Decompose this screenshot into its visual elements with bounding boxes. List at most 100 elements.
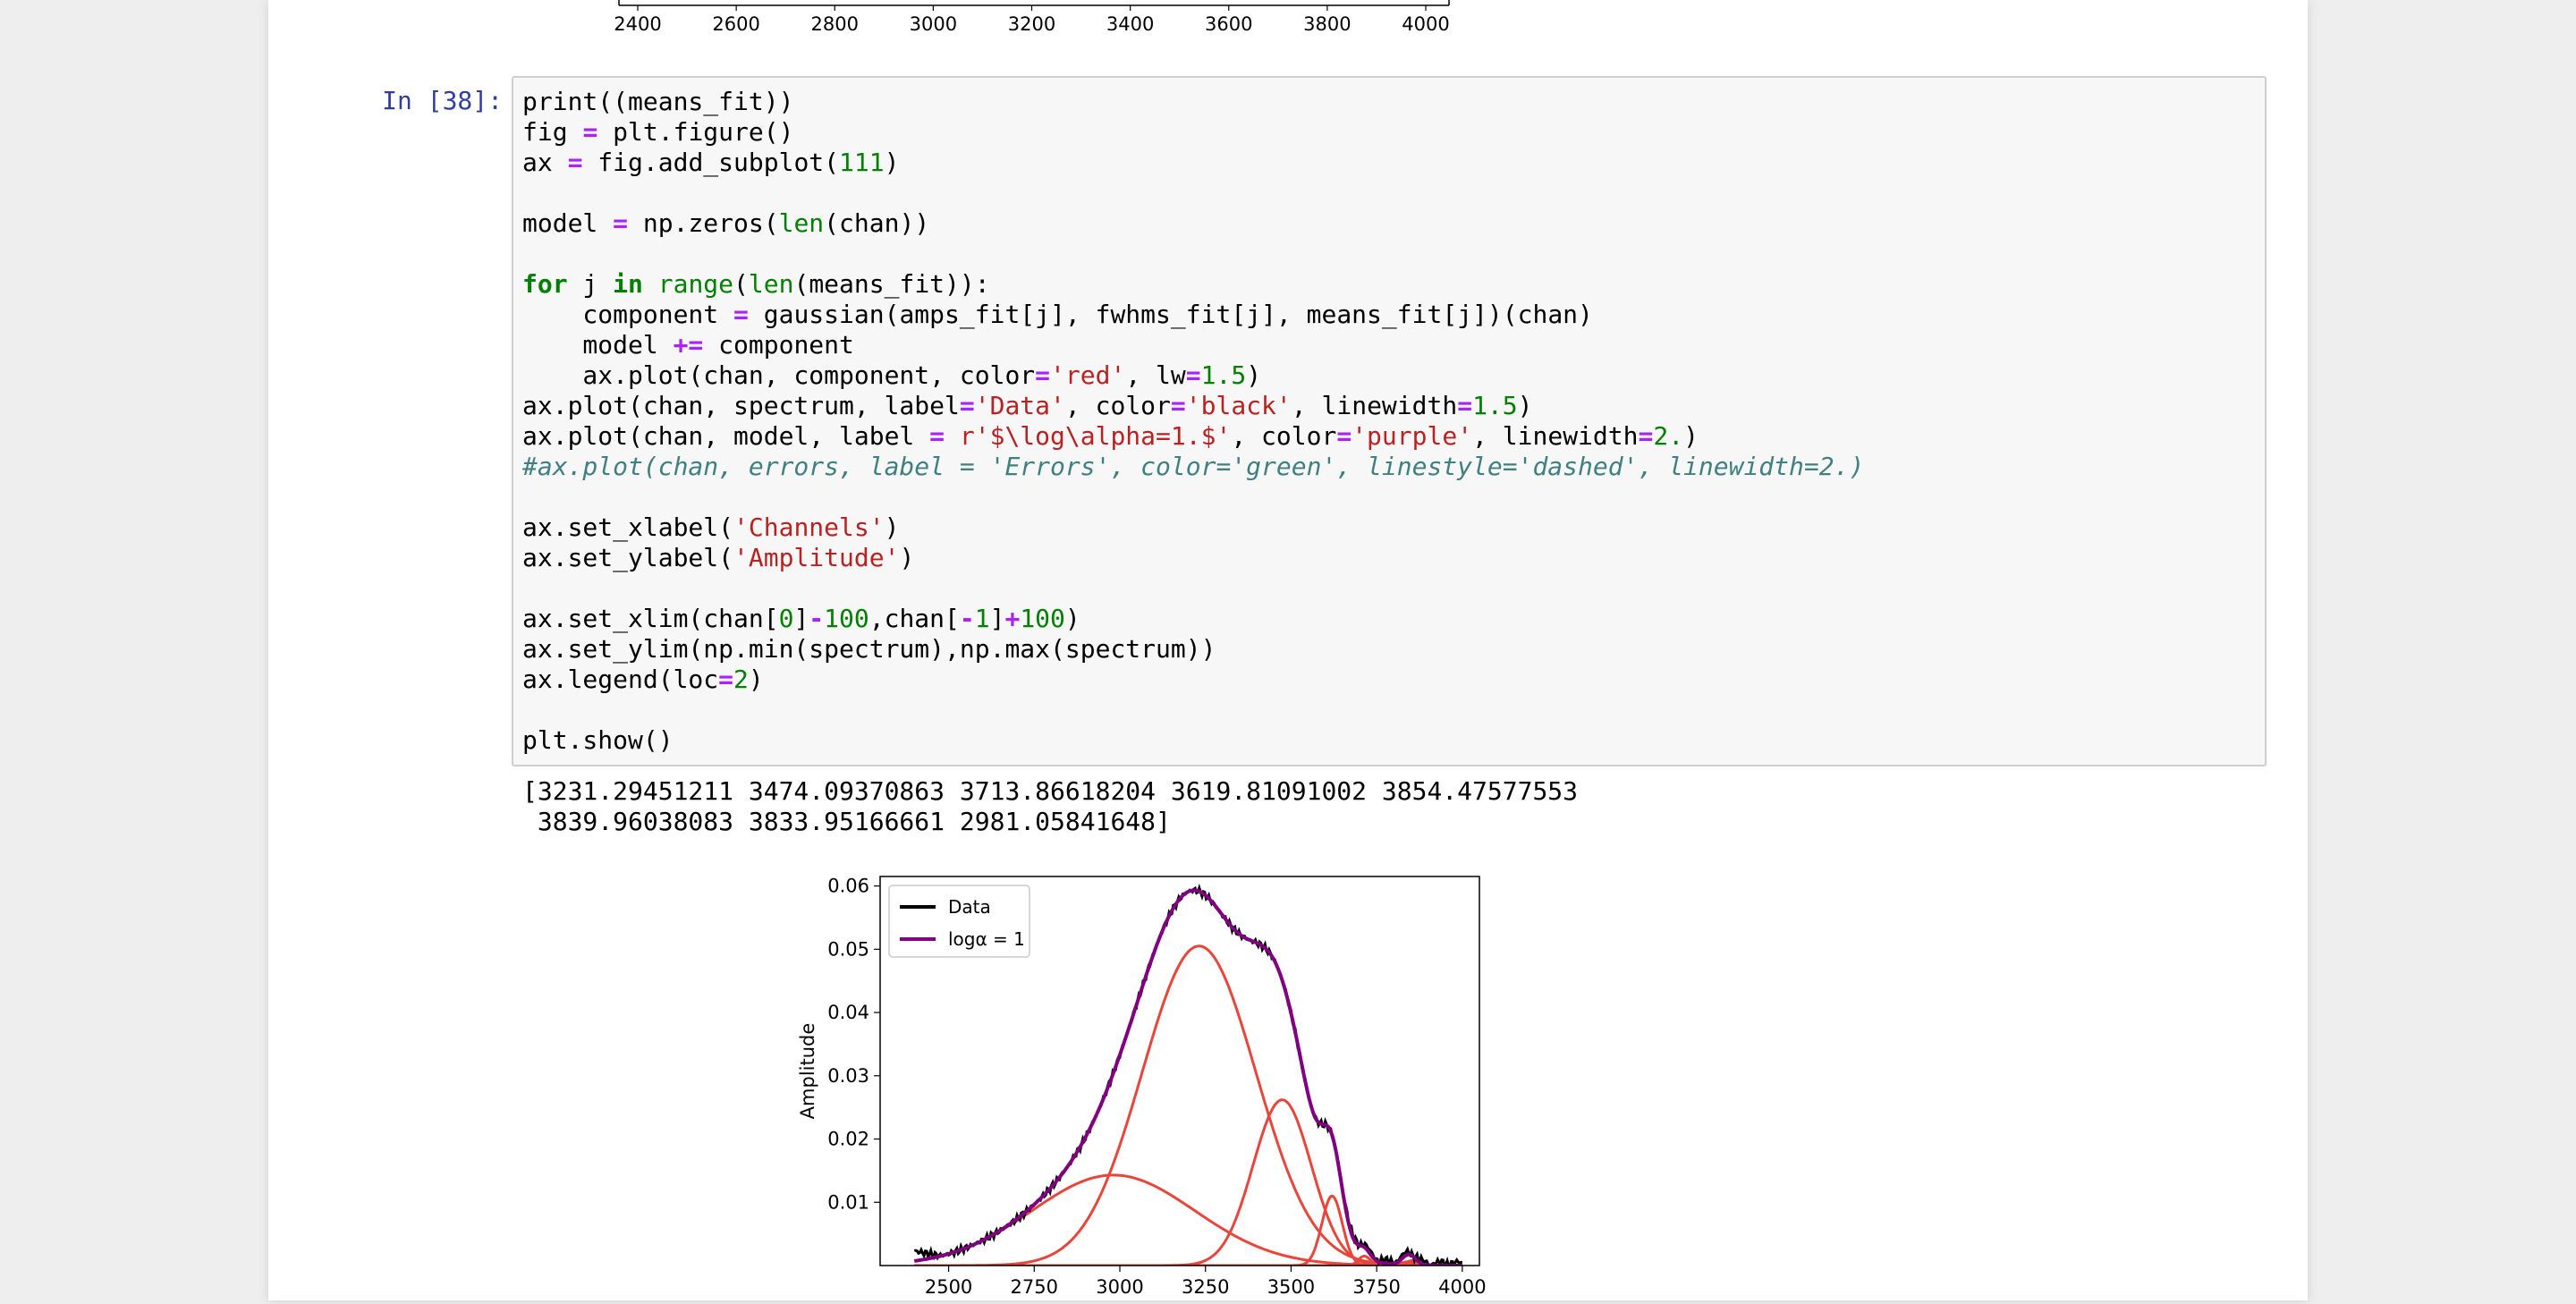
code-editor[interactable]: print((means_fit)) fig = plt.figure() ax =… xyxy=(522,87,1864,756)
code-token: 0 xyxy=(778,604,794,633)
code-token: ax.set_ylabel( xyxy=(522,543,734,572)
x-axis-tick-label: 3500 xyxy=(1267,1276,1315,1298)
code-token: = xyxy=(718,665,734,694)
code-token xyxy=(945,421,960,451)
cell-prompt: In [38]: xyxy=(382,86,503,115)
code-token: gaussian(amps_fit[j], fwhms_fit[j], mean… xyxy=(748,300,1593,329)
previous-plot-axis-svg: 2400 2600 2800 3000 3200 3400 3600 3800 4000 xyxy=(614,0,1450,35)
code-token: plt.figure() xyxy=(597,117,794,147)
prev-axis-tick-label: 3000 xyxy=(910,13,957,35)
prev-axis-tick-label: 3800 xyxy=(1303,13,1351,35)
code-line: ax.legend(loc=2) xyxy=(522,665,1864,695)
code-token: range xyxy=(657,269,734,299)
prev-axis-tick-label: 2800 xyxy=(811,13,859,35)
code-token: ] xyxy=(793,604,809,633)
code-line: ax.set_ylabel('Amplitude') xyxy=(522,543,1864,573)
code-line: component = gaussian(amps_fit[j], fwhms_… xyxy=(522,300,1864,330)
x-axis-tick-label: 2750 xyxy=(1011,1276,1058,1298)
code-token: = xyxy=(1035,360,1051,390)
prev-axis-tick-label: 2600 xyxy=(712,13,759,35)
model-series-line xyxy=(914,888,1462,1266)
code-line: ax.plot(chan, spectrum, label='Data', co… xyxy=(522,391,1864,421)
output-figure: 2500 2750 3000 3250 3500 3750 4000 0.01 0.02 0.03… xyxy=(522,859,1488,1300)
code-token: component xyxy=(703,330,854,360)
y-axis-tick-label: 0.01 xyxy=(827,1191,869,1213)
previous-plot-x-axis: 2400 2600 2800 3000 3200 3400 3600 3800 4000 xyxy=(590,0,1467,54)
matplotlib-chart: 2500 2750 3000 3250 3500 3750 4000 0.01 0.02 0.03… xyxy=(797,876,1487,1298)
legend-label: Data xyxy=(948,896,991,918)
prev-axis-tick-label: 3600 xyxy=(1205,13,1252,35)
code-token: 'Channels' xyxy=(733,512,885,542)
code-token: ax xyxy=(522,148,568,177)
code-line: fig = plt.figure() xyxy=(522,117,1864,148)
code-token: - xyxy=(809,604,825,633)
code-token: 1.5 xyxy=(1472,391,1518,420)
code-token: for xyxy=(522,269,568,299)
code-token: plt.show() xyxy=(522,725,674,755)
code-token xyxy=(643,269,658,299)
code-token: ax.plot(chan, model, label xyxy=(522,421,930,451)
code-token: model xyxy=(522,208,614,238)
code-token: r'$\log\alpha=1.$' xyxy=(959,421,1232,451)
code-token: ) xyxy=(884,512,900,542)
code-token: - xyxy=(959,604,975,633)
code-token: 2. xyxy=(1653,421,1684,451)
code-token: , linewidth xyxy=(1472,421,1639,451)
x-axis-tick-label: 3750 xyxy=(1352,1276,1400,1298)
code-line: ax.set_xlim(chan[0]-100,chan[-1]+100) xyxy=(522,604,1864,634)
code-token: in xyxy=(613,269,643,299)
code-line xyxy=(522,178,1864,208)
code-token: + xyxy=(1004,604,1021,633)
code-token: 'red' xyxy=(1050,360,1126,390)
code-line: #ax.plot(chan, errors, label = 'Errors',… xyxy=(522,452,1864,482)
code-token: = xyxy=(1170,391,1186,420)
code-token: len xyxy=(748,269,794,299)
y-axis-tick-label: 0.04 xyxy=(827,1002,869,1023)
notebook-page: 2400 2600 2800 3000 3200 3400 3600 3800 4000 In … xyxy=(268,0,2308,1300)
code-line: print((means_fit)) xyxy=(522,87,1864,117)
code-token: ] xyxy=(989,604,1005,633)
code-token: ) xyxy=(1683,421,1699,451)
code-line xyxy=(522,573,1864,604)
code-token: , lw xyxy=(1125,360,1186,390)
code-token: 'purple' xyxy=(1352,421,1473,451)
x-axis-tick-label: 3000 xyxy=(1096,1276,1143,1298)
code-line: ax.set_xlabel('Channels') xyxy=(522,512,1864,543)
code-token: 'Amplitude' xyxy=(733,543,900,572)
code-token: print((means_fit)) xyxy=(522,87,794,116)
prev-axis-tick-label: 4000 xyxy=(1402,13,1449,35)
code-token: ) xyxy=(884,148,900,177)
code-token: = xyxy=(1457,391,1473,420)
code-token: 1.5 xyxy=(1200,360,1247,390)
code-token: ax.set_ylim(np.min(spectrum),np.max(spec… xyxy=(522,634,1216,664)
code-token: np.zeros( xyxy=(628,208,779,238)
code-token: ax.plot(chan, spectrum, label xyxy=(522,391,960,420)
code-line: ax.set_ylim(np.min(spectrum),np.max(spec… xyxy=(522,634,1864,665)
stdout-line: 3839.96038083 3833.95166661 2981.0584164… xyxy=(522,807,1171,836)
code-token: fig.add_subplot( xyxy=(582,148,840,177)
gaussian-component-line xyxy=(914,1255,1462,1266)
code-token: = xyxy=(959,391,975,420)
y-axis-tick-label: 0.06 xyxy=(827,876,869,897)
code-token: #ax.plot(chan, errors, label = 'Errors',… xyxy=(522,452,1865,481)
prev-axis-tick-label: 2400 xyxy=(614,13,661,35)
code-cell-input[interactable]: print((means_fit)) fig = plt.figure() ax =… xyxy=(512,76,2267,766)
code-line: for j in range(len(means_fit)): xyxy=(522,269,1864,300)
code-token: , color xyxy=(1231,421,1337,451)
code-token: (chan)) xyxy=(824,208,930,238)
code-token: = xyxy=(613,208,629,238)
plot-frame xyxy=(879,876,1480,1266)
x-axis-tick-label: 2500 xyxy=(925,1276,972,1298)
code-token: 100 xyxy=(824,604,869,633)
code-token: 'black' xyxy=(1185,391,1292,420)
x-axis-tick-label: 4000 xyxy=(1438,1276,1486,1298)
code-line xyxy=(522,482,1864,512)
code-token: 2 xyxy=(733,665,749,694)
code-token: ax.set_xlabel( xyxy=(522,512,734,542)
code-token: (means_fit)): xyxy=(793,269,990,299)
code-token: ax.legend(loc xyxy=(522,665,719,694)
code-line xyxy=(522,695,1864,725)
code-line: ax.plot(chan, model, label = r'$\log\alp… xyxy=(522,421,1864,452)
code-line: plt.show() xyxy=(522,725,1864,756)
stdout-line: [3231.29451211 3474.09370863 3713.866182… xyxy=(522,776,1579,806)
